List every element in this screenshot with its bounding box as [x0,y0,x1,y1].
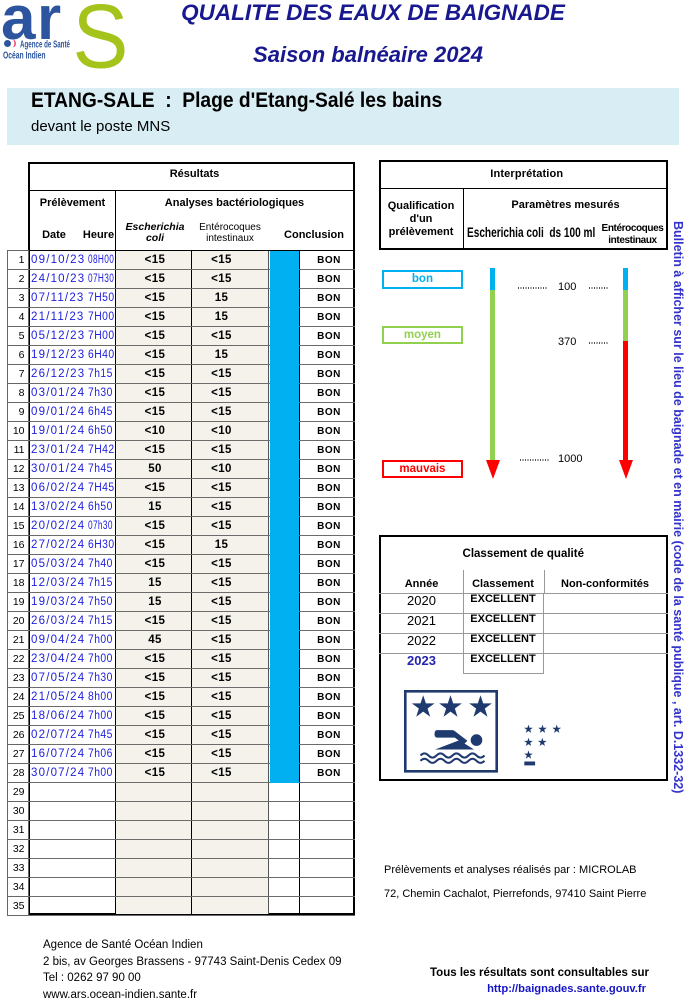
svg-text:Océan Indien: Océan Indien [3,50,46,62]
svg-text:S: S [73,0,129,80]
svg-text:ar: ar [1,0,63,53]
svg-text:Agence de Santé: Agence de Santé [20,40,70,51]
